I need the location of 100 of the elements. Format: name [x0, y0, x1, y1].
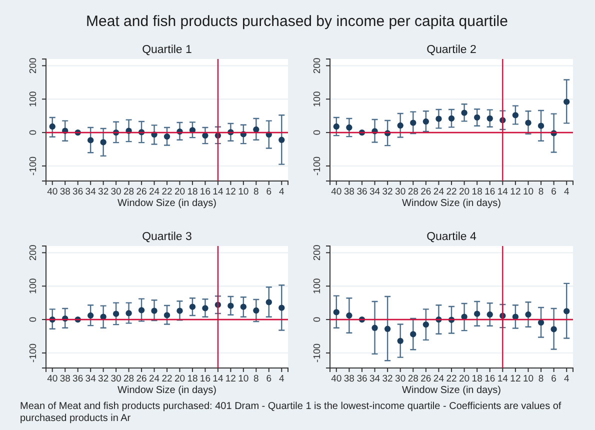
y-tick-label: -100	[312, 156, 323, 176]
x-tick-label: 28	[124, 186, 134, 198]
x-tick-label: 16	[484, 374, 496, 385]
point	[538, 122, 544, 129]
text: Mean of Meat and fish products purchased: 401 Dram - Quartile 1 is the lowest-income quartile - Coefficients are values of purchased products in Ar	[20, 401, 562, 424]
point	[202, 132, 208, 139]
point	[112, 310, 120, 317]
point	[436, 116, 442, 122]
x-axis-title: Window Size (in days)	[402, 385, 501, 396]
x-tick-label: 18	[472, 186, 482, 198]
x-tick-label: 10	[522, 374, 534, 385]
x-tick-label: 12	[510, 186, 521, 198]
y-tick-label: 0	[28, 316, 39, 322]
x-tick-label: 38	[344, 186, 354, 198]
x-tick-label: 20	[459, 374, 470, 385]
x-tick-label: 14	[212, 374, 224, 385]
y-tick-label: 0	[28, 130, 39, 136]
y-tick-label: 0	[312, 316, 323, 322]
x-tick-label: 22	[446, 186, 457, 198]
point	[164, 133, 170, 140]
point	[461, 110, 468, 116]
y-tick-label: 100	[28, 91, 39, 108]
point	[372, 324, 378, 331]
x-tick-label: 12	[225, 374, 236, 385]
x-tick-label: 40	[47, 186, 58, 198]
y-tick-label: -100	[28, 343, 39, 362]
y-tick-label: -100	[28, 156, 39, 176]
point	[346, 312, 352, 319]
x-tick-label: 22	[446, 374, 457, 385]
y-tick-label: 200	[312, 244, 323, 261]
point	[538, 319, 544, 326]
point	[384, 326, 391, 332]
chart-title: Quartile 2	[426, 44, 476, 56]
y-tick-label: 200	[28, 244, 39, 261]
x-tick-label: 32	[98, 374, 109, 385]
point	[512, 112, 519, 118]
x-tick-label: 28	[408, 186, 418, 198]
point	[240, 304, 247, 310]
x-axis-title: Window Size (in days)	[118, 385, 216, 396]
chart-title: Quartile 3	[142, 231, 192, 243]
point	[87, 137, 94, 144]
x-tick-label: 40	[47, 374, 58, 385]
x-tick-label: 18	[187, 186, 198, 198]
point	[333, 309, 340, 316]
x-tick-label: 24	[148, 374, 160, 385]
point	[564, 98, 570, 105]
y-tick-label: 200	[28, 58, 39, 74]
x-tick-label: 24	[433, 186, 444, 198]
point	[278, 136, 285, 143]
point	[346, 124, 352, 131]
x-tick-label: 32	[382, 186, 393, 198]
point	[410, 120, 416, 126]
x-tick-label: 26	[420, 186, 432, 198]
x-tick-label: 16	[200, 374, 210, 385]
x-tick-label: 30	[110, 186, 122, 198]
x-tick-label: 18	[187, 374, 198, 385]
point	[126, 310, 132, 316]
x-tick-label: 40	[331, 186, 342, 198]
point	[228, 302, 234, 309]
chart-title: Quartile 4	[426, 231, 478, 243]
point	[100, 139, 106, 146]
y-tick-label: 100	[312, 278, 323, 294]
x-tick-label: 40	[331, 374, 342, 385]
x-tick-label: 28	[124, 374, 134, 385]
x-tick-label: 20	[174, 374, 186, 385]
x-tick-label: 20	[459, 186, 470, 198]
x-tick-label: 26	[136, 186, 147, 198]
x-tick-label: 4	[278, 186, 284, 198]
x-tick-label: 38	[344, 374, 354, 385]
x-tick-label: 4	[278, 374, 284, 385]
x-tick-label: 22	[162, 374, 172, 385]
point	[486, 115, 493, 122]
point	[525, 120, 532, 126]
point	[448, 115, 455, 122]
y-tick-label: 100	[28, 278, 39, 294]
x-tick-label: 8	[538, 374, 544, 385]
x-tick-label: 16	[484, 186, 496, 198]
x-tick-label: 38	[60, 186, 70, 198]
point	[410, 331, 416, 338]
x-tick-label: 30	[395, 186, 406, 198]
point	[176, 308, 183, 314]
point	[397, 122, 404, 129]
point	[278, 304, 285, 311]
point	[164, 312, 170, 318]
x-tick-label: 24	[433, 374, 444, 385]
x-tick-label: 10	[238, 374, 249, 385]
x-tick-label: 32	[98, 186, 109, 198]
x-tick-label: 26	[420, 374, 432, 385]
y-tick-label: 0	[312, 130, 323, 136]
y-tick-label: 100	[312, 91, 323, 108]
x-tick-label: 6	[551, 374, 556, 385]
x-tick-label: 36	[356, 374, 368, 385]
x-tick-label: 34	[369, 374, 380, 385]
point	[422, 321, 430, 328]
point	[202, 305, 208, 312]
x-tick-label: 34	[85, 374, 96, 385]
point	[151, 308, 158, 314]
point	[333, 123, 340, 130]
x-tick-label: 10	[522, 186, 534, 198]
x-tick-label: 8	[254, 374, 259, 385]
